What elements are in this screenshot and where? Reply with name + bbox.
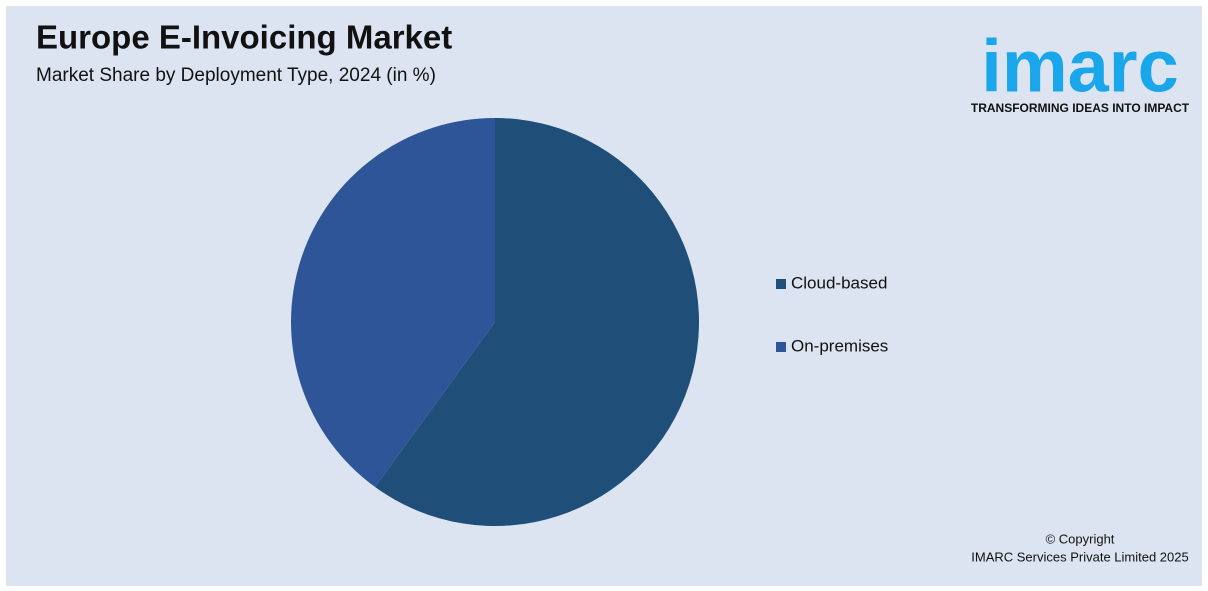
legend-label: On-premises bbox=[791, 336, 888, 355]
copyright: IMARC Services Private Limited 2025 bbox=[971, 549, 1188, 564]
copyright: © Copyright bbox=[1046, 531, 1115, 546]
logo: imarc bbox=[981, 25, 1178, 108]
legend-swatch bbox=[776, 279, 786, 289]
legend-label: Cloud-based bbox=[791, 273, 887, 292]
pie-slice bbox=[375, 118, 700, 526]
chart-title: Europe E-Invoicing Market bbox=[36, 19, 452, 56]
pie-slice bbox=[291, 118, 495, 488]
logo-tagline: TRANSFORMING IDEAS INTO IMPACT bbox=[971, 101, 1190, 115]
legend-swatch bbox=[776, 342, 786, 352]
chart-subtitle: Market Share by Deployment Type, 2024 (i… bbox=[36, 65, 436, 86]
